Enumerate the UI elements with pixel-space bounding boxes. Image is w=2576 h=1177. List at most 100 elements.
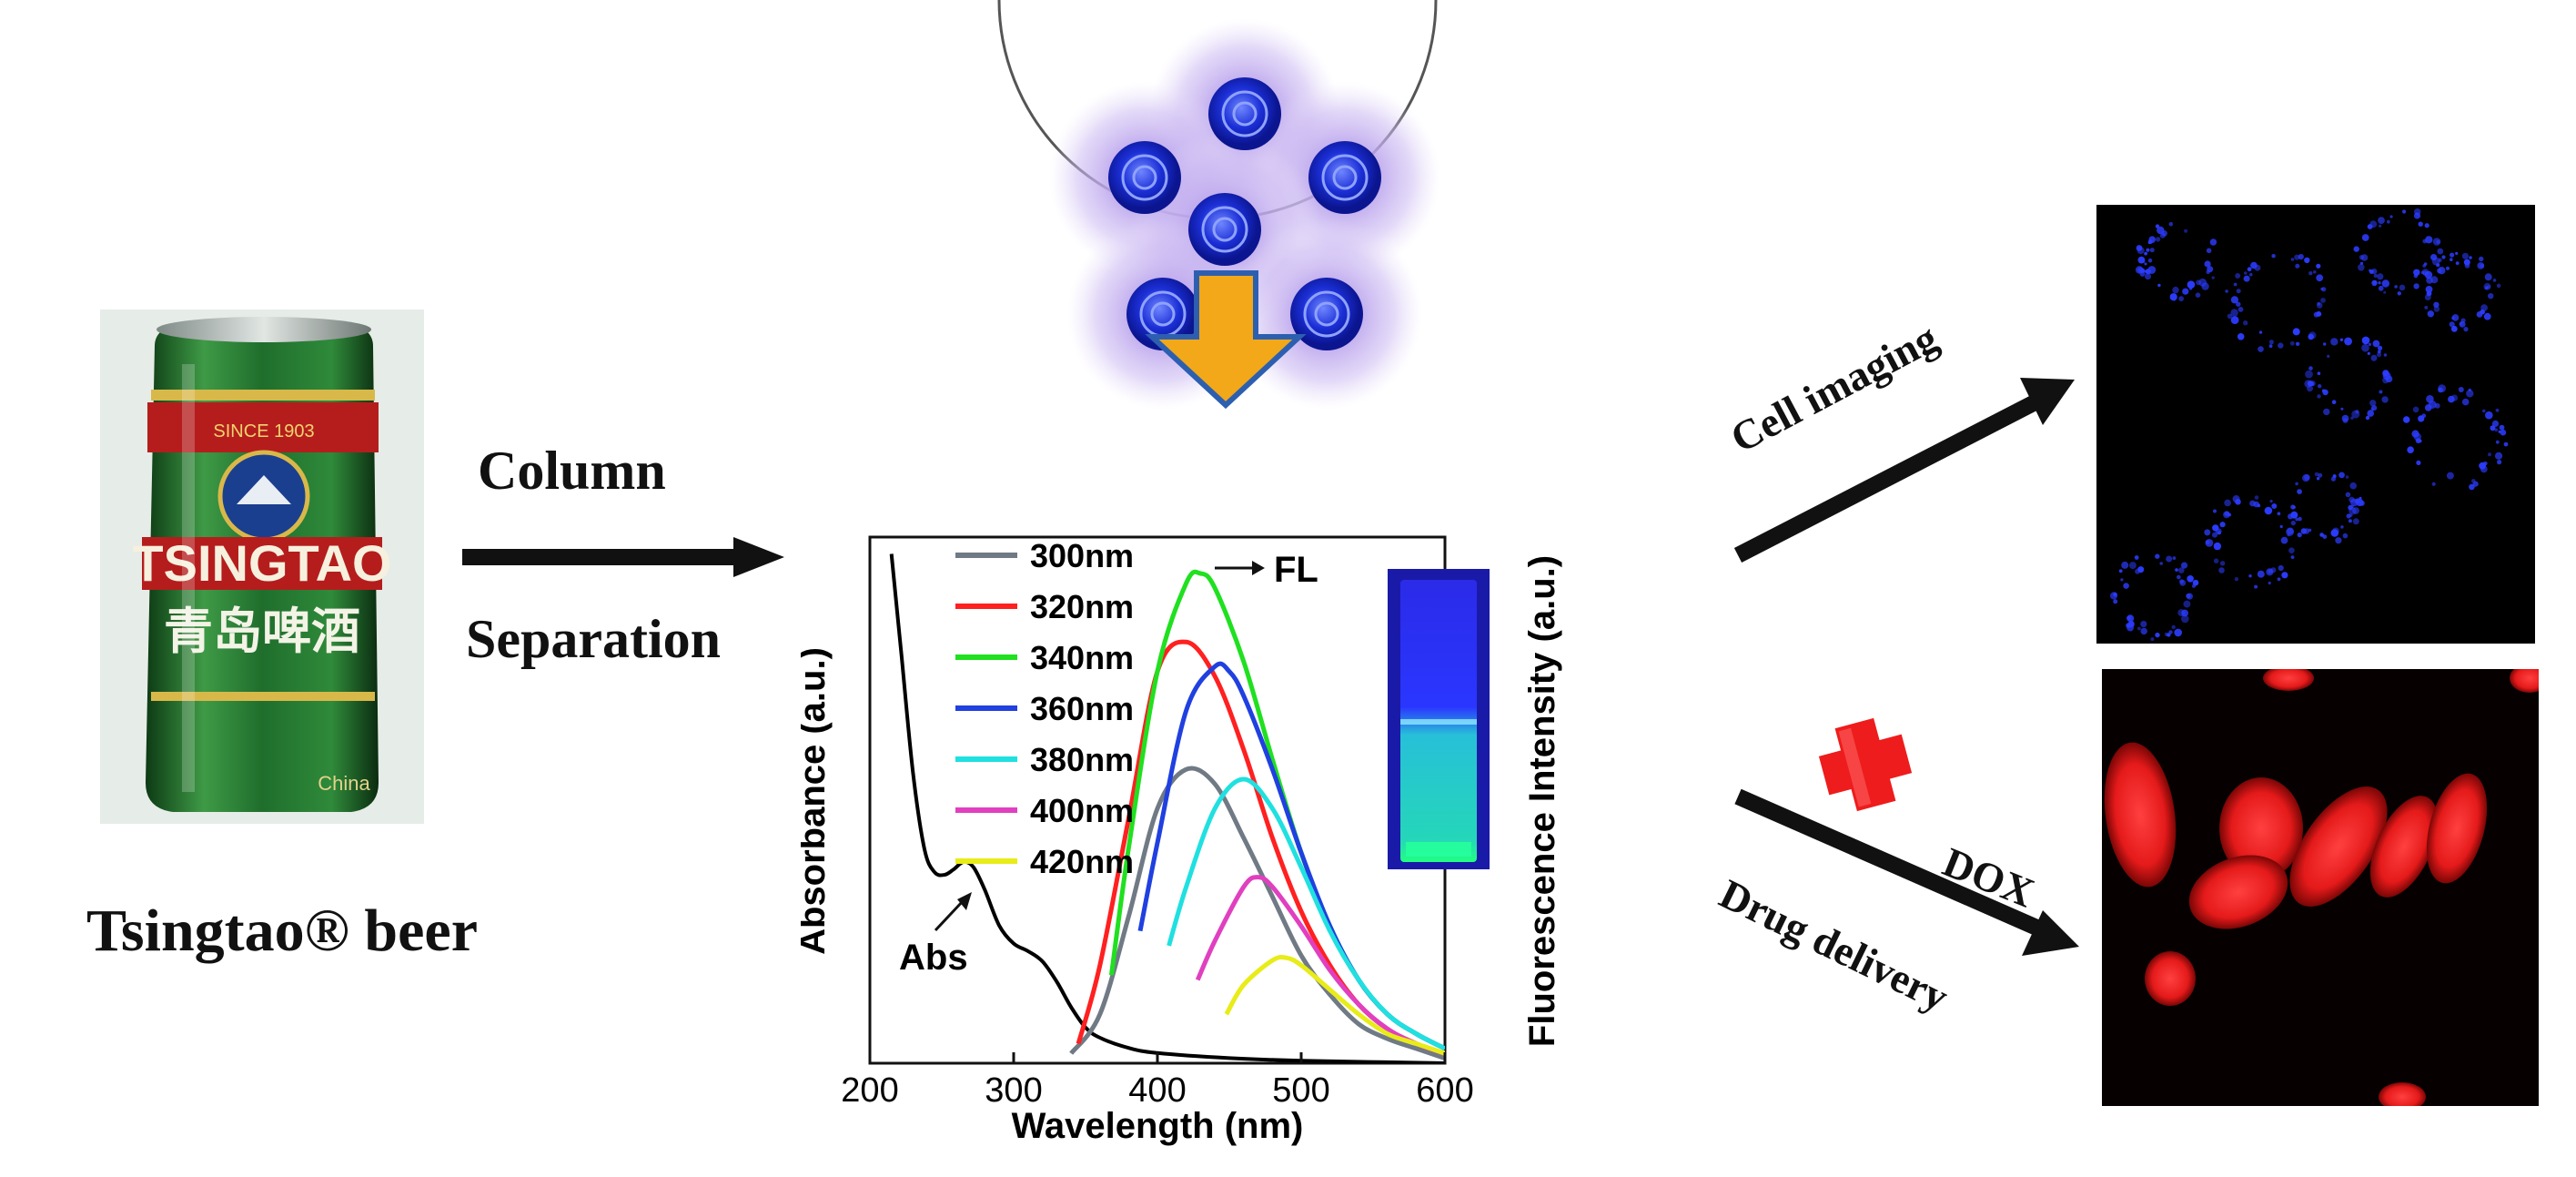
fluorescent-speckle (2413, 212, 2421, 219)
fluorescent-speckle (2209, 238, 2217, 246)
fluorescent-speckle (2174, 628, 2182, 637)
fluorescent-speckle (2464, 262, 2470, 269)
fluorescent-speckle (2345, 475, 2349, 479)
fluorescent-speckle (2313, 270, 2317, 274)
fluorescent-speckle (2424, 305, 2429, 309)
fluorescent-speckle (2290, 504, 2296, 510)
fluorescent-speckle (2278, 342, 2284, 349)
fluorescent-speckle (2235, 499, 2241, 505)
fluorescent-speckle (2269, 500, 2273, 503)
fluorescent-speckle (2317, 394, 2321, 399)
fluorescent-speckle (2172, 286, 2179, 294)
fluorescent-speckle (2399, 284, 2406, 291)
fluorescent-speckle (2488, 293, 2494, 299)
fluorescent-speckle (2370, 354, 2378, 361)
fluorescent-speckle (2437, 248, 2444, 255)
legend-label-340nm: 340nm (1030, 639, 1134, 676)
fluorescent-speckle (2219, 561, 2226, 566)
fluorescent-speckle (2187, 575, 2194, 583)
fluorescent-speckle (2479, 256, 2484, 262)
fluorescent-speckle (2463, 327, 2469, 332)
carbon-dot (1290, 278, 1363, 350)
carbon-dots-schematic (997, 0, 1440, 410)
fluorescent-speckle (2177, 574, 2181, 580)
fluorescent-speckle (2365, 415, 2370, 421)
fluorescent-speckle (2378, 281, 2381, 285)
fluorescent-speckle (2169, 293, 2177, 301)
fluorescent-speckle (2412, 406, 2419, 413)
fluorescent-speckle (2289, 340, 2295, 346)
fluorescent-speckle (2295, 482, 2298, 486)
fluorescent-speckle (2484, 462, 2488, 465)
fluorescent-speckle (2483, 312, 2491, 320)
fluorescent-speckle (2423, 262, 2428, 266)
fluorescent-speckle (2416, 460, 2421, 465)
fluorescent-speckle (2175, 568, 2178, 572)
product-caption: Tsingtao® beer (86, 898, 479, 964)
beer-can-illustration: SINCE 1903 TSINGTAO 青岛啤酒 China (100, 309, 424, 824)
fluorescent-speckle (2126, 623, 2131, 628)
fluorescent-speckle (2424, 270, 2433, 279)
fluorescent-speckle (2361, 343, 2369, 352)
fluorescent-speckle (2181, 614, 2189, 624)
fluorescent-speckle (2494, 428, 2499, 431)
fluorescent-speckle (2213, 509, 2217, 513)
fluorescent-speckle (2320, 298, 2326, 303)
fluorescent-speckle (2455, 261, 2460, 265)
cell-imaging-micrograph (2096, 205, 2535, 644)
fluorescent-speckle (2144, 262, 2147, 266)
fluorescent-speckle (2290, 555, 2295, 559)
fluorescent-speckle (2126, 614, 2135, 623)
fluorescent-speckle (2218, 567, 2225, 573)
fluorescent-speckle (2236, 301, 2241, 307)
fluorescent-speckle (2348, 519, 2352, 523)
can-china-text: China (318, 772, 370, 795)
x-tick-label: 500 (1272, 1071, 1329, 1110)
fluorescent-speckle (2166, 555, 2173, 563)
fluorescent-speckle (2422, 238, 2428, 244)
fluorescent-speckle (2436, 239, 2440, 244)
fluorescent-speckle (2368, 342, 2371, 346)
fluorescent-speckle (2248, 272, 2253, 277)
fluorescent-speckle (2201, 282, 2209, 290)
fluorescent-speckle (2186, 593, 2193, 600)
fluorescent-speckle (2258, 346, 2264, 352)
fluorescent-speckle (2413, 283, 2419, 289)
y-axis-right-label: Fluorescence Intensity (a.u.) (1522, 555, 1562, 1047)
fluorescent-speckle (2278, 564, 2284, 572)
fluorescent-speckle (2394, 285, 2398, 289)
fluorescent-speckle (2433, 301, 2440, 308)
fluorescent-speckle (2249, 500, 2256, 507)
fluorescent-speckle (2372, 340, 2380, 348)
fluorescent-speckle (2487, 285, 2490, 289)
fluorescent-speckle (2157, 226, 2165, 235)
fluorescent-speckle (2450, 325, 2458, 332)
fluorescent-speckle (2379, 224, 2382, 228)
fluorescent-speckle (2230, 309, 2238, 317)
step1-label-line2: Separation (466, 609, 722, 669)
fluorescent-speckle (2257, 503, 2261, 508)
fluorescent-speckle (2369, 220, 2378, 228)
fluorescent-speckle (2318, 384, 2322, 389)
fluorescent-speckle (2485, 411, 2493, 420)
fluorescent-speckle (2355, 498, 2361, 503)
carbon-dot (1126, 278, 1199, 350)
fluorescent-speckle (2496, 283, 2501, 289)
fluorescent-speckle (2288, 547, 2295, 553)
x-tick-label: 600 (1416, 1071, 1473, 1110)
fluorescent-speckle (2458, 387, 2464, 392)
fluorescent-speckle (2497, 460, 2502, 465)
fluorescent-speckle (2137, 566, 2145, 573)
fluorescent-speckle (2450, 394, 2459, 401)
fluorescent-speckle (2113, 599, 2118, 604)
can-gold-band (151, 390, 375, 401)
x-axis-label: Wavelength (nm) (1012, 1106, 1304, 1146)
fluorescent-speckle (2431, 482, 2436, 486)
fluorescent-speckle (2438, 387, 2441, 391)
fluorescent-speckle (2332, 527, 2339, 535)
fluorescent-speckle (2234, 577, 2239, 582)
fluorescent-speckle (2230, 316, 2239, 324)
fluorescent-speckle (2316, 477, 2320, 481)
fluorescent-speckle (2383, 290, 2387, 294)
fluorescent-speckle (2426, 395, 2434, 403)
